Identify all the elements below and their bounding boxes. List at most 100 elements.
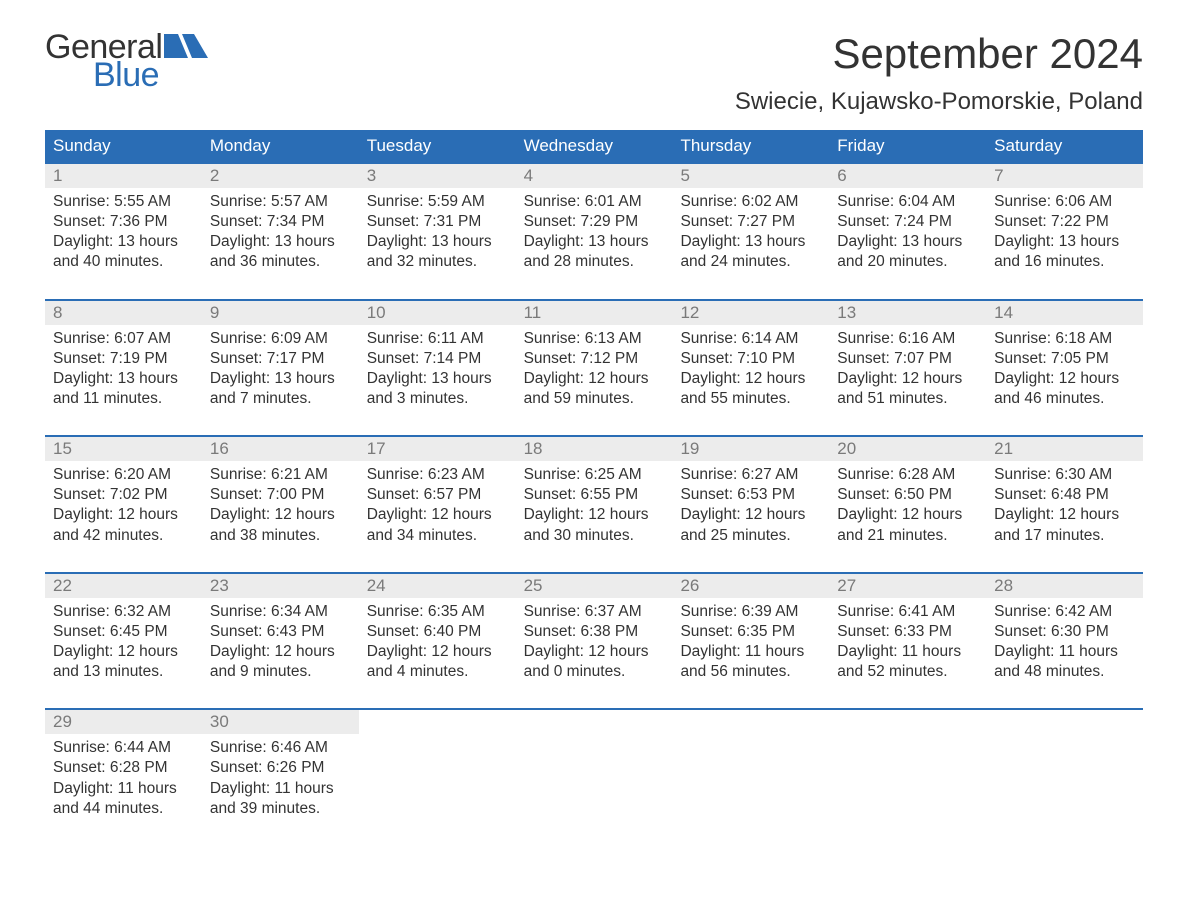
day-dl2: and 16 minutes. bbox=[994, 252, 1135, 272]
day-sunset: Sunset: 7:24 PM bbox=[837, 212, 978, 232]
day-dl2: and 56 minutes. bbox=[680, 662, 821, 682]
day-sunrise: Sunrise: 6:34 AM bbox=[210, 602, 351, 622]
day-number: 22 bbox=[45, 574, 202, 598]
day-sunset: Sunset: 7:31 PM bbox=[367, 212, 508, 232]
day-dl1: Daylight: 12 hours bbox=[524, 505, 665, 525]
day-number: 12 bbox=[672, 301, 829, 325]
day-cell: 15Sunrise: 6:20 AMSunset: 7:02 PMDayligh… bbox=[45, 437, 202, 554]
day-dl1: Daylight: 11 hours bbox=[837, 642, 978, 662]
day-sunset: Sunset: 7:12 PM bbox=[524, 349, 665, 369]
location: Swiecie, Kujawsko-Pomorskie, Poland bbox=[735, 88, 1143, 116]
day-content: Sunrise: 6:37 AMSunset: 6:38 PMDaylight:… bbox=[516, 598, 673, 691]
day-cell: 6Sunrise: 6:04 AMSunset: 7:24 PMDaylight… bbox=[829, 164, 986, 281]
day-number: 26 bbox=[672, 574, 829, 598]
day-number: 24 bbox=[359, 574, 516, 598]
day-sunrise: Sunrise: 5:59 AM bbox=[367, 192, 508, 212]
week-row: 1Sunrise: 5:55 AMSunset: 7:36 PMDaylight… bbox=[45, 162, 1143, 281]
day-cell: 5Sunrise: 6:02 AMSunset: 7:27 PMDaylight… bbox=[672, 164, 829, 281]
day-dl2: and 21 minutes. bbox=[837, 526, 978, 546]
day-content: Sunrise: 6:11 AMSunset: 7:14 PMDaylight:… bbox=[359, 325, 516, 418]
day-content: Sunrise: 6:21 AMSunset: 7:00 PMDaylight:… bbox=[202, 461, 359, 554]
day-dl2: and 42 minutes. bbox=[53, 526, 194, 546]
month-title: September 2024 bbox=[735, 30, 1143, 78]
day-dl2: and 3 minutes. bbox=[367, 389, 508, 409]
day-sunset: Sunset: 6:33 PM bbox=[837, 622, 978, 642]
day-content: Sunrise: 6:32 AMSunset: 6:45 PMDaylight:… bbox=[45, 598, 202, 691]
day-dl2: and 20 minutes. bbox=[837, 252, 978, 272]
day-dl2: and 39 minutes. bbox=[210, 799, 351, 819]
day-dl2: and 0 minutes. bbox=[524, 662, 665, 682]
header: General Blue September 2024 Swiecie, Kuj… bbox=[45, 30, 1143, 116]
weeks-container: 1Sunrise: 5:55 AMSunset: 7:36 PMDaylight… bbox=[45, 162, 1143, 827]
day-sunrise: Sunrise: 6:28 AM bbox=[837, 465, 978, 485]
day-cell: 24Sunrise: 6:35 AMSunset: 6:40 PMDayligh… bbox=[359, 574, 516, 691]
day-dl2: and 30 minutes. bbox=[524, 526, 665, 546]
day-dl2: and 38 minutes. bbox=[210, 526, 351, 546]
day-cell: 28Sunrise: 6:42 AMSunset: 6:30 PMDayligh… bbox=[986, 574, 1143, 691]
day-cell: 4Sunrise: 6:01 AMSunset: 7:29 PMDaylight… bbox=[516, 164, 673, 281]
day-cell: 1Sunrise: 5:55 AMSunset: 7:36 PMDaylight… bbox=[45, 164, 202, 281]
day-dl1: Daylight: 11 hours bbox=[210, 779, 351, 799]
day-sunset: Sunset: 7:05 PM bbox=[994, 349, 1135, 369]
day-sunset: Sunset: 6:40 PM bbox=[367, 622, 508, 642]
day-sunset: Sunset: 7:36 PM bbox=[53, 212, 194, 232]
day-dl1: Daylight: 13 hours bbox=[210, 369, 351, 389]
day-dl1: Daylight: 13 hours bbox=[524, 232, 665, 252]
day-sunset: Sunset: 7:29 PM bbox=[524, 212, 665, 232]
day-dl2: and 24 minutes. bbox=[680, 252, 821, 272]
week-row: 8Sunrise: 6:07 AMSunset: 7:19 PMDaylight… bbox=[45, 299, 1143, 418]
day-cell: 30Sunrise: 6:46 AMSunset: 6:26 PMDayligh… bbox=[202, 710, 359, 827]
day-dl1: Daylight: 12 hours bbox=[837, 369, 978, 389]
day-dl2: and 36 minutes. bbox=[210, 252, 351, 272]
day-content: Sunrise: 6:14 AMSunset: 7:10 PMDaylight:… bbox=[672, 325, 829, 418]
day-sunrise: Sunrise: 6:06 AM bbox=[994, 192, 1135, 212]
day-content: Sunrise: 6:30 AMSunset: 6:48 PMDaylight:… bbox=[986, 461, 1143, 554]
day-dl2: and 11 minutes. bbox=[53, 389, 194, 409]
day-dl2: and 55 minutes. bbox=[680, 389, 821, 409]
day-sunrise: Sunrise: 6:07 AM bbox=[53, 329, 194, 349]
day-content: Sunrise: 6:44 AMSunset: 6:28 PMDaylight:… bbox=[45, 734, 202, 827]
day-cell: 26Sunrise: 6:39 AMSunset: 6:35 PMDayligh… bbox=[672, 574, 829, 691]
day-content: Sunrise: 6:42 AMSunset: 6:30 PMDaylight:… bbox=[986, 598, 1143, 691]
day-sunset: Sunset: 7:14 PM bbox=[367, 349, 508, 369]
week-row: 15Sunrise: 6:20 AMSunset: 7:02 PMDayligh… bbox=[45, 435, 1143, 554]
day-dl1: Daylight: 12 hours bbox=[53, 642, 194, 662]
day-sunset: Sunset: 6:57 PM bbox=[367, 485, 508, 505]
day-content: Sunrise: 6:13 AMSunset: 7:12 PMDaylight:… bbox=[516, 325, 673, 418]
calendar: Sunday Monday Tuesday Wednesday Thursday… bbox=[45, 130, 1143, 827]
day-number: 5 bbox=[672, 164, 829, 188]
day-sunrise: Sunrise: 6:11 AM bbox=[367, 329, 508, 349]
day-sunrise: Sunrise: 6:27 AM bbox=[680, 465, 821, 485]
day-content: Sunrise: 6:06 AMSunset: 7:22 PMDaylight:… bbox=[986, 188, 1143, 281]
day-dl2: and 46 minutes. bbox=[994, 389, 1135, 409]
day-sunset: Sunset: 6:50 PM bbox=[837, 485, 978, 505]
day-cell: 11Sunrise: 6:13 AMSunset: 7:12 PMDayligh… bbox=[516, 301, 673, 418]
day-sunrise: Sunrise: 6:20 AM bbox=[53, 465, 194, 485]
day-sunrise: Sunrise: 6:30 AM bbox=[994, 465, 1135, 485]
day-header-wed: Wednesday bbox=[516, 130, 673, 162]
day-sunset: Sunset: 7:02 PM bbox=[53, 485, 194, 505]
day-number: 1 bbox=[45, 164, 202, 188]
day-sunrise: Sunrise: 6:39 AM bbox=[680, 602, 821, 622]
day-cell: 17Sunrise: 6:23 AMSunset: 6:57 PMDayligh… bbox=[359, 437, 516, 554]
day-dl2: and 48 minutes. bbox=[994, 662, 1135, 682]
day-cell: 21Sunrise: 6:30 AMSunset: 6:48 PMDayligh… bbox=[986, 437, 1143, 554]
day-number: 17 bbox=[359, 437, 516, 461]
day-dl2: and 25 minutes. bbox=[680, 526, 821, 546]
title-block: September 2024 Swiecie, Kujawsko-Pomorsk… bbox=[735, 30, 1143, 116]
day-dl2: and 40 minutes. bbox=[53, 252, 194, 272]
day-number: 30 bbox=[202, 710, 359, 734]
day-number: 28 bbox=[986, 574, 1143, 598]
day-cell: 20Sunrise: 6:28 AMSunset: 6:50 PMDayligh… bbox=[829, 437, 986, 554]
day-dl2: and 34 minutes. bbox=[367, 526, 508, 546]
day-sunrise: Sunrise: 6:16 AM bbox=[837, 329, 978, 349]
day-cell: . bbox=[672, 710, 829, 827]
logo-text-blue: Blue bbox=[93, 58, 208, 92]
day-content: Sunrise: 6:28 AMSunset: 6:50 PMDaylight:… bbox=[829, 461, 986, 554]
day-number: 8 bbox=[45, 301, 202, 325]
day-content: Sunrise: 6:41 AMSunset: 6:33 PMDaylight:… bbox=[829, 598, 986, 691]
day-cell: 29Sunrise: 6:44 AMSunset: 6:28 PMDayligh… bbox=[45, 710, 202, 827]
day-sunrise: Sunrise: 6:37 AM bbox=[524, 602, 665, 622]
day-sunrise: Sunrise: 6:21 AM bbox=[210, 465, 351, 485]
day-dl2: and 44 minutes. bbox=[53, 799, 194, 819]
